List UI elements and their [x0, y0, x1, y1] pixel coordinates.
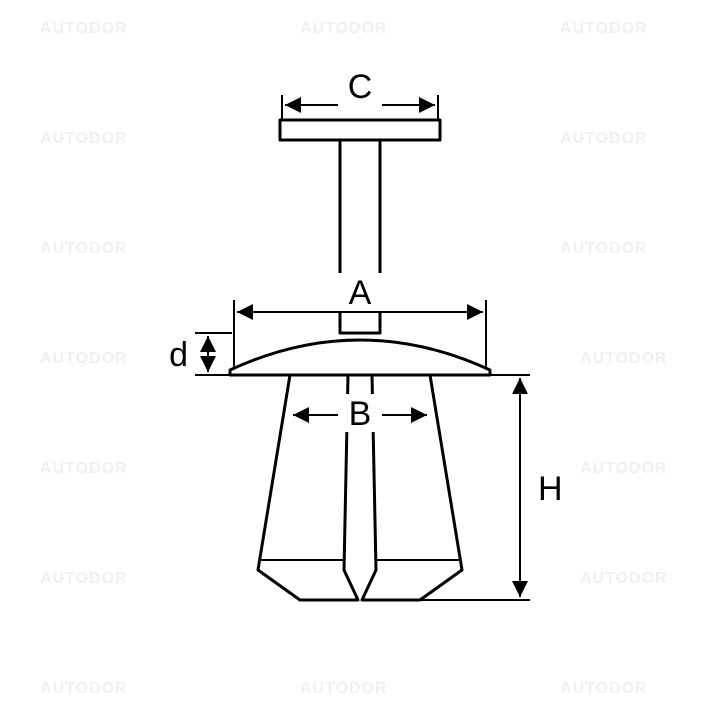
label-H: H [538, 470, 563, 508]
label-C: C [348, 68, 373, 106]
label-A: A [349, 274, 372, 312]
label-d: d [169, 336, 188, 374]
clip-diagram-svg: C A d B H [0, 0, 720, 720]
label-B: B [349, 395, 372, 433]
diagram-canvas: AUTODOR AUTODOR AUTODOR AUTODOR AUTODOR … [0, 0, 720, 720]
